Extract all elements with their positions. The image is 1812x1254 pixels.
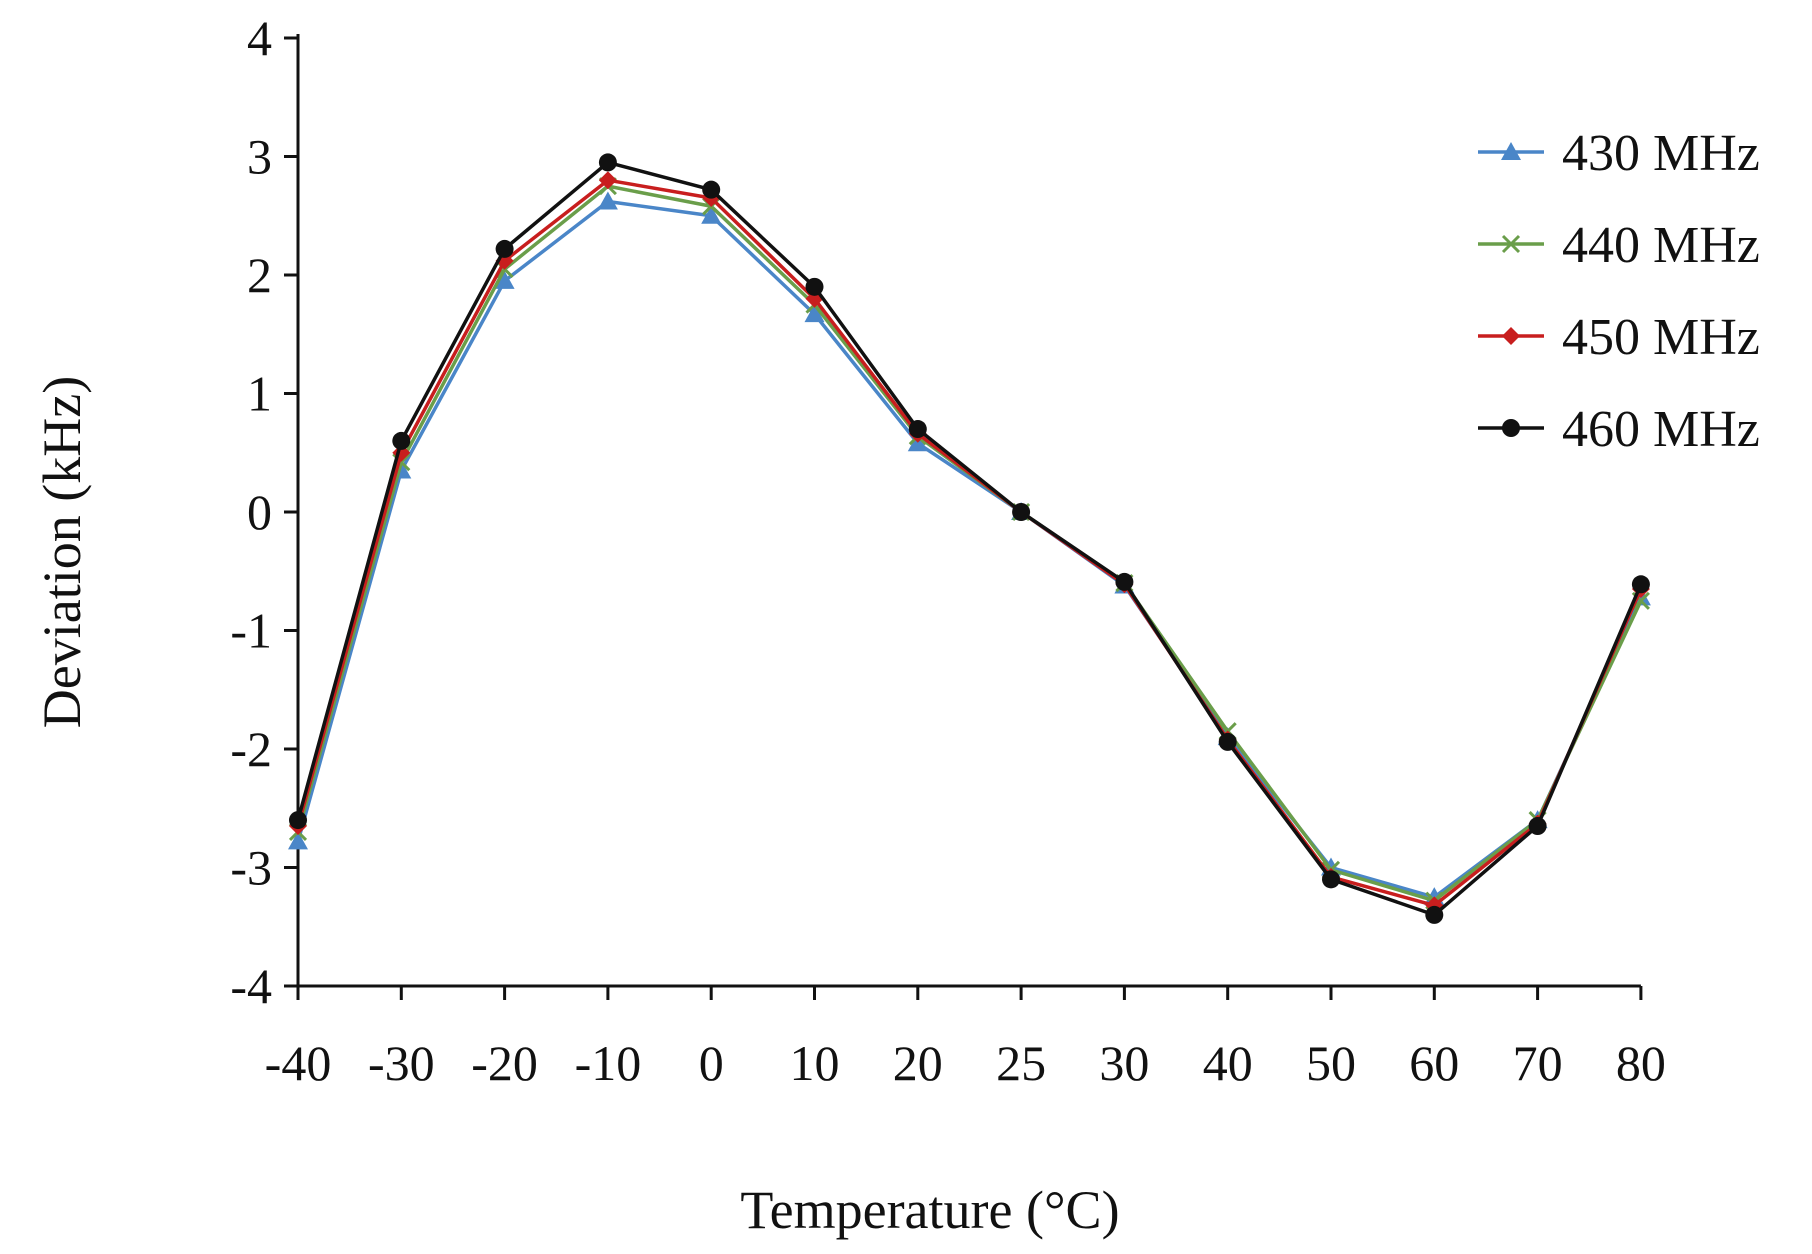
data-point-stroke bbox=[1631, 591, 1650, 610]
legend-label: 450 MHz bbox=[1562, 309, 1760, 366]
series-440-mhz bbox=[288, 177, 1650, 910]
data-point bbox=[289, 811, 307, 830]
x-tick-label: 60 bbox=[1409, 1035, 1459, 1091]
series-430-mhz bbox=[288, 191, 1651, 906]
legend-item: 450 MHz bbox=[1478, 309, 1760, 366]
series-460-mhz bbox=[289, 153, 1650, 924]
y-tick-label: -3 bbox=[230, 840, 272, 896]
y-tick-label: 4 bbox=[247, 10, 272, 66]
data-point bbox=[1012, 503, 1031, 521]
x-tick-label: -20 bbox=[471, 1035, 538, 1091]
data-point bbox=[1322, 870, 1340, 889]
y-tick-label: 2 bbox=[247, 247, 272, 303]
x-tick-label: 40 bbox=[1203, 1035, 1253, 1091]
data-point bbox=[804, 304, 825, 323]
data-point-stroke bbox=[1501, 234, 1521, 254]
x-tick-label: 80 bbox=[1616, 1035, 1666, 1091]
y-axis-title: Deviation (kHz) bbox=[32, 376, 92, 728]
x-axis-title: Temperature (°C) bbox=[740, 1180, 1119, 1240]
x-tick-label: 25 bbox=[996, 1035, 1046, 1091]
data-point bbox=[1528, 817, 1547, 836]
data-point bbox=[288, 831, 308, 850]
y-tick-label: 3 bbox=[247, 129, 272, 185]
legend-item: 440 MHz bbox=[1478, 217, 1760, 274]
x-tick-label: -40 bbox=[265, 1035, 332, 1091]
series-group bbox=[288, 153, 1651, 924]
data-point bbox=[805, 277, 824, 296]
data-point bbox=[1631, 575, 1650, 594]
legend: 430 MHz 440 MHz 450 MHz 460 MHz bbox=[1478, 125, 1760, 458]
y-tick-label: 1 bbox=[247, 366, 272, 422]
data-point bbox=[597, 191, 618, 210]
series-line bbox=[296, 160, 1643, 917]
x-tick-label: 70 bbox=[1513, 1035, 1563, 1091]
legend-label: 460 MHz bbox=[1562, 401, 1760, 458]
data-point bbox=[908, 420, 927, 439]
data-point bbox=[1501, 142, 1521, 160]
data-point bbox=[598, 153, 617, 172]
data-point bbox=[1502, 419, 1520, 437]
data-point bbox=[1502, 327, 1520, 345]
data-point bbox=[494, 270, 515, 289]
data-point bbox=[702, 180, 721, 199]
data-point bbox=[1501, 234, 1521, 254]
legend-item: 460 MHz bbox=[1478, 401, 1760, 458]
data-point bbox=[392, 431, 411, 450]
x-tick-label: -10 bbox=[575, 1035, 642, 1091]
y-tick-label: -1 bbox=[230, 603, 272, 659]
data-point bbox=[1218, 732, 1237, 751]
series-line bbox=[296, 178, 1643, 908]
series-450-mhz bbox=[289, 171, 1650, 915]
legend-label: 440 MHz bbox=[1562, 217, 1760, 274]
legend-label: 430 MHz bbox=[1562, 125, 1760, 182]
data-point bbox=[1115, 572, 1134, 591]
x-tick-label: 30 bbox=[1099, 1035, 1149, 1091]
data-point bbox=[598, 171, 617, 190]
y-tick-label: -2 bbox=[230, 721, 272, 777]
data-point bbox=[1425, 905, 1444, 924]
x-tick-label: 0 bbox=[699, 1035, 724, 1091]
series-line bbox=[296, 199, 1643, 899]
y-tick-label: -4 bbox=[230, 958, 272, 1014]
x-tick-label: 10 bbox=[790, 1035, 840, 1091]
data-point bbox=[495, 239, 514, 258]
data-point bbox=[701, 205, 722, 224]
x-tick-label: 20 bbox=[893, 1035, 943, 1091]
y-tick-label: 0 bbox=[247, 484, 272, 540]
legend-item: 430 MHz bbox=[1478, 125, 1760, 182]
x-tick-label: 50 bbox=[1306, 1035, 1356, 1091]
x-tick-label: -30 bbox=[368, 1035, 435, 1091]
